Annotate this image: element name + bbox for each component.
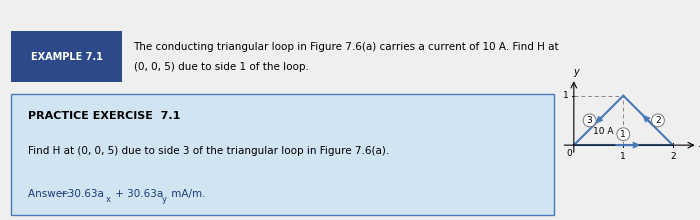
Text: y: y: [573, 67, 579, 77]
Text: Answer:: Answer:: [28, 189, 76, 199]
Text: 3: 3: [587, 116, 592, 125]
Text: −30.63a: −30.63a: [60, 189, 104, 199]
Circle shape: [617, 128, 630, 141]
Text: Find H at (0, 0, 5) due to side 3 of the triangular loop in Figure 7.6(a).: Find H at (0, 0, 5) due to side 3 of the…: [28, 146, 389, 156]
Text: x: x: [106, 195, 111, 204]
Text: 1: 1: [620, 130, 626, 139]
FancyBboxPatch shape: [11, 31, 122, 82]
Text: EXAMPLE 7.1: EXAMPLE 7.1: [31, 52, 103, 62]
Text: PRACTICE EXERCISE  7.1: PRACTICE EXERCISE 7.1: [28, 111, 180, 121]
Text: 1: 1: [563, 91, 569, 100]
Text: 0: 0: [566, 149, 572, 158]
Text: + 30.63a: + 30.63a: [113, 189, 164, 199]
Circle shape: [583, 114, 596, 127]
Text: The conducting triangular loop in Figure 7.6(a) carries a current of 10 A. Find : The conducting triangular loop in Figure…: [134, 42, 559, 52]
Text: x: x: [699, 139, 700, 149]
Text: y: y: [162, 195, 167, 204]
FancyBboxPatch shape: [11, 94, 554, 215]
Text: 2: 2: [655, 116, 661, 125]
Text: mA/m.: mA/m.: [168, 189, 206, 199]
Text: 10 A: 10 A: [594, 127, 614, 136]
Text: 2: 2: [670, 152, 676, 161]
Text: (0, 0, 5) due to side 1 of the loop.: (0, 0, 5) due to side 1 of the loop.: [134, 62, 309, 72]
Text: 1: 1: [620, 152, 626, 161]
Circle shape: [652, 114, 664, 127]
